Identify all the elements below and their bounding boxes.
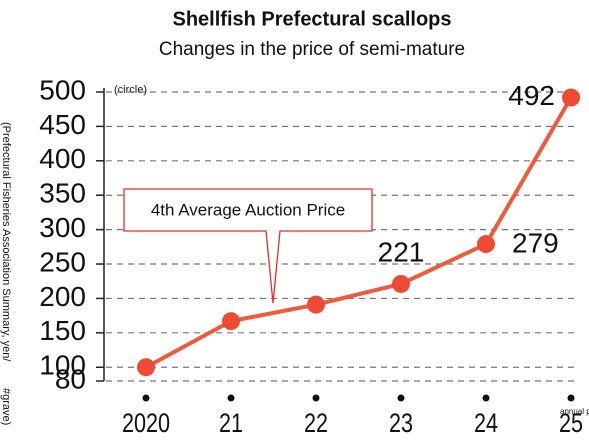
x-tick-label: 2020 [122,409,170,439]
y-tick-label: 250 [39,246,86,277]
x-tick-dot [142,394,150,402]
y-tick-label: 80 [55,363,86,394]
x-tick-label: 22 [304,409,328,439]
y-tick-label: 400 [39,143,86,174]
y-tick-label: 500 [39,74,86,105]
data-point [222,312,240,331]
y-tick-label: 450 [39,109,86,140]
data-point [477,235,495,254]
y-axis-label: (Prefectural Fisheries Association Summa… [0,122,12,362]
data-point [307,295,325,314]
chart-subtitle: Changes in the price of semi-mature [159,39,465,60]
y-tick-label: 100 [39,350,86,381]
data-point [562,88,580,107]
x-tick-label: 21 [219,409,243,439]
y-tick-label: 350 [39,178,86,209]
value-label: 221 [378,236,425,267]
y-axis-unit: #grave) [0,388,12,425]
x-note: annual p [560,407,589,416]
x-tick-dot [227,394,235,402]
chart-title: Shellfish Prefectural scallops [173,8,452,30]
x-tick-dot [482,394,490,402]
value-label: 279 [512,227,559,258]
y-tick-label: 300 [39,212,86,243]
x-tick-dot [312,394,320,402]
x-tick-label: 23 [389,409,413,439]
x-tick-dot [397,394,405,402]
annotation: 4th Average Auction Price [151,200,345,219]
x-tick-dot [567,394,575,402]
annotation-box [123,188,373,304]
data-point [392,274,410,293]
unit-note: (circle) [114,84,147,96]
x-tick-label: 25 [559,409,583,439]
x-tick-label: 24 [474,409,498,439]
value-label: 492 [508,80,555,111]
data-point [137,358,155,377]
data-line [145,96,573,369]
y-tick-label: 200 [39,281,86,312]
y-tick-label: 150 [39,315,86,346]
